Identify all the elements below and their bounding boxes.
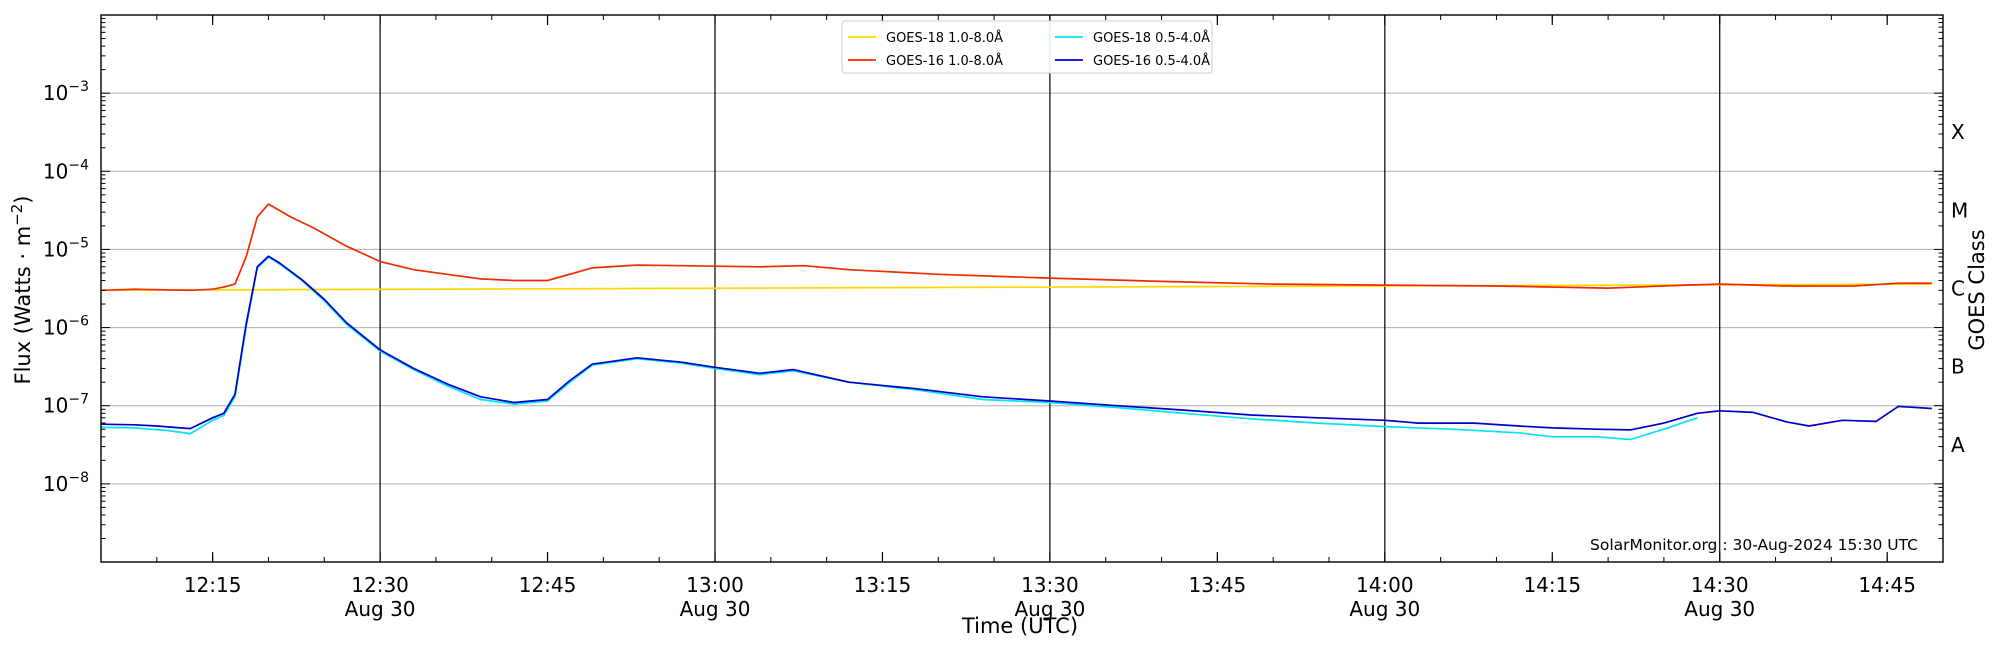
y-tick-base: 10 [43, 81, 68, 105]
y-tick-exponent: −5 [68, 235, 89, 251]
x-tick-date-label: Aug 30 [1014, 597, 1085, 621]
y-tick-exponent: −8 [68, 470, 89, 486]
y-tick-exponent: −6 [68, 314, 89, 330]
x-tick-label: 14:00 [1356, 573, 1414, 597]
legend: GOES-18 1.0-8.0Å GOES-16 1.0-8.0Å GOES-18 … [841, 20, 1213, 74]
y-tick-base: 10 [43, 316, 68, 340]
y-tick-base: 10 [43, 472, 68, 496]
series-line-goes-16-1-0-8-0a [100, 203, 1932, 292]
x-axis-title: Time (UTC) [961, 614, 1078, 638]
legend-label-goes-16-1-0-8-0a: GOES-16 1.0-8.0Å [886, 53, 1003, 69]
y-tick-exponent: −7 [68, 392, 89, 408]
x-tick-date-label: Aug 30 [1349, 597, 1420, 621]
goes-class-label-a: A [1951, 433, 1965, 457]
x-tick-label: 13:45 [1189, 573, 1247, 597]
y-tick-label: 10−3 [43, 79, 89, 105]
y-tick-exponent: −4 [68, 157, 89, 173]
y-tick-base: 10 [43, 159, 68, 183]
series-layer [100, 203, 1932, 441]
x-tick-label: 14:30 [1691, 573, 1749, 597]
x-tick-label: 13:00 [686, 573, 744, 597]
x-tick-label: 12:15 [184, 573, 242, 597]
x-tick-date-label: Aug 30 [680, 597, 751, 621]
legend-box [841, 20, 1213, 74]
legend-label-goes-18-1-0-8-0a: GOES-18 1.0-8.0Å [886, 30, 1003, 46]
x-tick-label: 14:15 [1523, 573, 1581, 597]
y-tick-label: 10−4 [43, 157, 89, 183]
y-tick-base: 10 [43, 237, 68, 261]
legend-label-goes-18-0-5-4-0a: GOES-18 0.5-4.0Å [1093, 30, 1210, 46]
goes-class-label-c: C [1951, 277, 1965, 301]
goes-class-label-b: B [1951, 355, 1965, 379]
x-tick-label: 12:45 [519, 573, 577, 597]
x-tick-date-label: Aug 30 [345, 597, 416, 621]
goes-class-label-m: M [1951, 198, 1968, 222]
y-tick-exponent: −3 [68, 79, 89, 95]
y-axis-title: Flux (Watts · m−2) [8, 195, 35, 384]
series-line-goes-18-1-0-8-0a [100, 283, 1932, 292]
y-tick-label: 10−5 [43, 235, 89, 261]
goes-class-axis-title: GOES Class [1965, 229, 1989, 350]
y-axis-title-close: ) [11, 195, 35, 203]
x-tick-date-label: Aug 30 [1684, 597, 1755, 621]
x-tick-label: 13:15 [854, 573, 912, 597]
goes-class-label-x: X [1951, 120, 1965, 144]
x-tick-label: 12:30 [351, 573, 409, 597]
legend-label-goes-16-0-5-4-0a: GOES-16 0.5-4.0Å [1093, 53, 1210, 69]
series-line-goes-16-0-5-4-0a [100, 255, 1932, 431]
y-tick-label: 10−7 [43, 392, 89, 418]
grid-layer [101, 15, 1943, 562]
x-tick-label: 13:30 [1021, 573, 1079, 597]
source-annotation: SolarMonitor.org : 30-Aug-2024 15:30 UTC [1590, 536, 1918, 554]
y-axis-title-exponent: −2 [8, 204, 26, 226]
plot-frame [100, 14, 1944, 563]
y-tick-label: 10−8 [43, 470, 89, 496]
y-tick-base: 10 [43, 394, 68, 418]
y-axis-title-main: Flux (Watts · m [11, 226, 35, 385]
x-tick-label: 14:45 [1858, 573, 1916, 597]
y-tick-label: 10−6 [43, 314, 89, 340]
